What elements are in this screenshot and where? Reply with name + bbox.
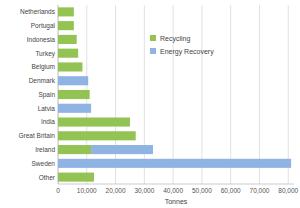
grid-line <box>288 5 289 184</box>
x-axis-label: Tonnes <box>165 198 188 205</box>
bar <box>58 76 88 85</box>
bar <box>58 159 291 168</box>
y-tick-label: India <box>41 118 55 125</box>
bar <box>73 21 74 30</box>
legend-label: Recycling <box>160 35 190 43</box>
y-tick-label: Great Britain <box>19 132 56 139</box>
y-tick-label: Turkey <box>35 50 55 58</box>
legend-label: Energy Recovery <box>160 48 214 56</box>
y-tick-label: Belgium <box>32 63 55 71</box>
x-tick-label: 60,000 <box>221 187 241 194</box>
bar <box>58 21 74 30</box>
y-tick-label: Denmark <box>29 77 56 84</box>
bar <box>58 173 94 182</box>
x-tick-label: 70,000 <box>250 187 270 194</box>
bar <box>58 7 74 16</box>
legend-swatch <box>150 35 156 41</box>
grid-line <box>201 5 202 184</box>
grid <box>58 5 288 184</box>
y-tick-label: Sweden <box>32 160 56 167</box>
y-tick-label: Other <box>39 174 56 181</box>
grid-line <box>230 5 231 184</box>
bar <box>58 104 91 113</box>
y-tick-label: Portugal <box>31 22 56 30</box>
x-axis-line <box>58 184 294 185</box>
legend: Recycling Energy Recovery <box>150 35 214 56</box>
bar <box>93 173 94 182</box>
y-ticks: Netherlands Portugal Indonesia Turkey Belgiu… <box>19 8 56 180</box>
bar <box>91 145 153 154</box>
chart: 0 10,000 20,000 30,000 40,000 50,000 60,000 70,… <box>0 0 300 208</box>
bar <box>82 62 83 71</box>
bar <box>58 117 130 126</box>
x-tick-label: 10,000 <box>77 187 97 194</box>
x-tick-label: 50,000 <box>192 187 212 194</box>
y-tick-label: Netherlands <box>20 8 56 15</box>
grid-line <box>259 5 260 184</box>
x-tick-label: 0 <box>56 187 60 194</box>
x-tick-label: 40,000 <box>163 187 183 194</box>
grid-line <box>173 5 174 184</box>
y-tick-label: Latvia <box>38 105 56 112</box>
grid-line <box>115 5 116 184</box>
bar <box>58 90 90 99</box>
y-tick-label: Ireland <box>35 146 55 153</box>
y-tick-label: Spain <box>38 91 55 99</box>
bar <box>76 35 77 44</box>
bar <box>135 131 136 140</box>
x-tick-label: 30,000 <box>134 187 154 194</box>
bar <box>58 49 78 58</box>
bar <box>58 131 136 140</box>
bar <box>129 117 130 126</box>
bar <box>58 35 77 44</box>
bar <box>78 49 79 58</box>
bar <box>58 145 91 154</box>
bar <box>89 90 90 99</box>
y-tick-label: Indonesia <box>27 36 56 43</box>
bar <box>58 62 82 71</box>
grid-line <box>144 5 145 184</box>
x-tick-label: 80,000 <box>278 187 298 194</box>
bars <box>58 7 291 181</box>
x-ticks: 0 10,000 20,000 30,000 40,000 50,000 60,000 70,… <box>56 187 298 194</box>
bar <box>73 7 74 16</box>
x-tick-label: 20,000 <box>106 187 126 194</box>
legend-swatch <box>150 48 156 54</box>
